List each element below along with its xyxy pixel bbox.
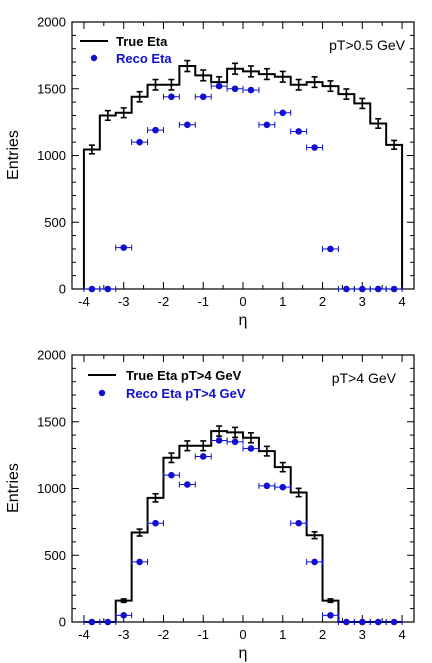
reco-eta-points [83, 437, 403, 626]
reco-eta-point [359, 618, 366, 626]
legend-true-label: True Eta [116, 34, 168, 49]
reco-eta-point [311, 144, 318, 151]
true-eta-error-bars [88, 59, 398, 155]
reco-eta-point [152, 519, 159, 527]
y-tick-label: 0 [59, 615, 66, 630]
x-tick-label: -4 [78, 627, 90, 642]
pt-cut-annotation: pT>0.5 GeV [329, 37, 406, 53]
x-tick-label: -1 [197, 627, 209, 642]
reco-eta-point [231, 438, 239, 446]
reco-eta-point [247, 445, 255, 452]
reco-eta-point [199, 453, 207, 460]
reco-eta-point [231, 85, 239, 93]
tick-labels: -4 -3 -2 -1 0 1 2 3 4 0 500 1000 1500 2000 [37, 348, 406, 643]
reco-eta-point [120, 244, 127, 251]
x-tick-label: 0 [239, 627, 246, 642]
reco-eta-point [136, 558, 143, 566]
reco-eta-point [263, 482, 271, 490]
true-eta-step-histogram [82, 65, 404, 289]
true-eta-step-line [83, 430, 403, 623]
y-tick-label: 1000 [37, 481, 66, 496]
tick-marks [72, 21, 414, 290]
x-tick-label: 1 [279, 294, 286, 309]
reco-eta-point [168, 93, 175, 101]
x-tick-label: 4 [398, 294, 405, 309]
reco-eta-point [279, 483, 287, 491]
x-tick-label: 4 [398, 627, 405, 642]
reco-eta-point [184, 121, 191, 129]
reco-eta-point [199, 93, 207, 101]
y-axis-title: Entries [5, 130, 22, 180]
reco-eta-point [311, 558, 318, 566]
reco-eta-point [343, 618, 350, 626]
reco-eta-point [374, 285, 382, 293]
legend-reco-label: Reco Eta pT>4 GeV [126, 386, 246, 401]
legend-reco-label: Reco Eta [116, 51, 172, 66]
reco-eta-point [359, 285, 366, 293]
reco-eta-point [152, 126, 159, 134]
y-tick-label: 0 [59, 282, 66, 297]
reco-eta-point [374, 618, 382, 626]
x-tick-label: 0 [239, 294, 246, 309]
y-tick-label: 1000 [37, 148, 66, 163]
y-tick-label: 1500 [37, 414, 66, 429]
x-tick-label: 3 [359, 627, 366, 642]
legend-true-label: True Eta pT>4 GeV [126, 368, 242, 383]
legend: True Eta pT>4 GeV Reco Eta pT>4 GeV [88, 368, 246, 401]
x-tick-label: 3 [359, 294, 366, 309]
reco-eta-point [279, 109, 287, 117]
reco-eta-point [327, 245, 334, 253]
reco-eta-point [247, 86, 255, 94]
reco-eta-points [83, 82, 403, 293]
x-tick-label: -2 [158, 627, 170, 642]
x-axis-title: η [239, 645, 248, 662]
y-tick-label: 500 [44, 215, 66, 230]
tick-labels: -4 -3 -2 -1 0 1 2 3 4 0 500 1000 1500 2000 [37, 15, 406, 310]
y-tick-label: 1500 [37, 81, 66, 96]
x-tick-label: -3 [118, 627, 130, 642]
x-tick-label: 1 [279, 627, 286, 642]
reco-eta-point [104, 618, 112, 626]
reco-eta-point [390, 618, 398, 626]
reco-eta-point [215, 82, 223, 90]
reco-eta-point [136, 138, 143, 146]
true-eta-step-histogram [83, 430, 403, 623]
reco-eta-point [390, 285, 398, 293]
x-tick-label: -1 [197, 294, 209, 309]
y-axis-title: Entries [5, 463, 22, 513]
x-tick-label: -3 [118, 294, 130, 309]
reco-eta-point [295, 519, 302, 527]
legend-reco-marker [98, 389, 106, 397]
reco-eta-point [343, 285, 350, 293]
x-tick-label: 2 [319, 294, 326, 309]
reco-eta-point [295, 128, 302, 135]
reco-eta-point [168, 471, 175, 479]
tick-marks [72, 354, 414, 623]
pt-cut-annotation: pT>4 GeV [332, 370, 397, 386]
y-tick-label: 2000 [37, 348, 66, 363]
y-tick-label: 500 [44, 548, 66, 563]
reco-eta-point [120, 612, 127, 619]
y-tick-label: 2000 [37, 15, 66, 30]
reco-eta-point [104, 285, 112, 293]
reco-eta-point [327, 612, 334, 619]
reco-eta-point [215, 437, 223, 444]
x-axis-title: η [239, 312, 248, 329]
x-tick-label: -2 [158, 294, 170, 309]
legend: True Eta Reco Eta [80, 34, 172, 66]
true-eta-step-line [82, 65, 404, 289]
x-tick-label: 2 [319, 627, 326, 642]
reco-eta-point [88, 618, 96, 626]
reco-eta-point [88, 285, 96, 293]
reco-eta-point [263, 121, 271, 129]
x-tick-label: -4 [78, 294, 90, 309]
legend-reco-marker [90, 54, 98, 62]
reco-eta-point [184, 481, 191, 488]
true-eta-error-bars [120, 425, 334, 604]
